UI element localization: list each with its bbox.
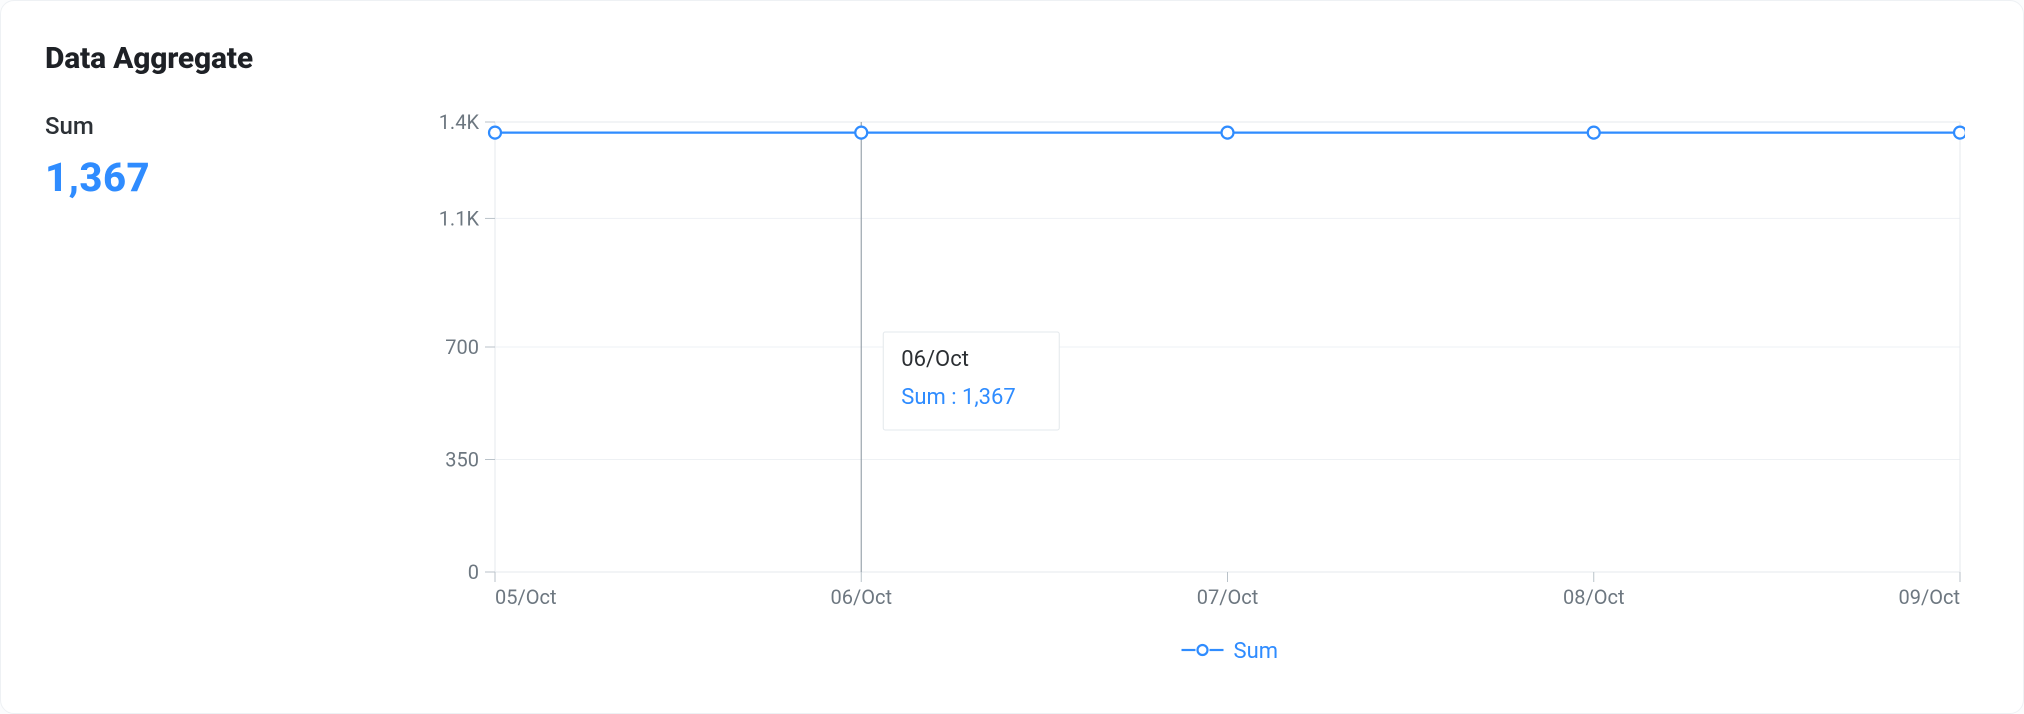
tooltip-date: 06/Oct [901,347,969,372]
y-tick-label: 700 [445,335,479,359]
y-axis: 0 350 700 1.1K 1.4K [439,112,495,584]
data-point[interactable] [855,127,867,139]
data-aggregate-card: Data Aggregate Sum 1,367 0 350 700 1.1K 1.4K… [0,0,2024,714]
y-tick-label: 1.1K [439,206,480,230]
x-axis: 05/Oct 06/Oct 07/Oct 08/Oct 09/Oct [495,572,1960,609]
x-tick-label: 06/Oct [830,585,892,609]
tooltip-value: Sum : 1,367 [901,385,1016,410]
card-title: Data Aggregate [45,41,1979,76]
y-tick-label: 350 [445,448,479,472]
legend-label[interactable]: Sum [1234,639,1278,664]
line-chart[interactable]: 03507001.1K1.4K05/Oct06/Oct07/Oct08/Oct0… [405,112,1965,672]
data-point[interactable] [1954,127,1965,139]
card-content: Sum 1,367 0 350 700 1.1K 1.4K 05/Oct 06/Oct 07/… [45,112,1979,672]
legend[interactable]: Sum [1182,639,1278,664]
gridlines [495,218,1960,459]
y-tick-label: 0 [468,560,479,584]
x-tick-label: 08/Oct [1563,585,1625,609]
y-tick-label: 1.4K [439,112,480,134]
tooltip: 06/Oct Sum : 1,367 [883,332,1059,430]
data-point[interactable] [1588,127,1600,139]
x-tick-label: 07/Oct [1197,585,1259,609]
summary-panel: Sum 1,367 [45,112,405,201]
data-point[interactable] [1222,127,1234,139]
metric-value: 1,367 [45,154,405,201]
x-tick-label: 05/Oct [495,585,557,609]
chart-container[interactable]: 03507001.1K1.4K05/Oct06/Oct07/Oct08/Oct0… [405,112,1979,672]
data-point[interactable] [489,127,501,139]
x-tick-label: 09/Oct [1898,585,1960,609]
metric-label: Sum [45,112,405,140]
